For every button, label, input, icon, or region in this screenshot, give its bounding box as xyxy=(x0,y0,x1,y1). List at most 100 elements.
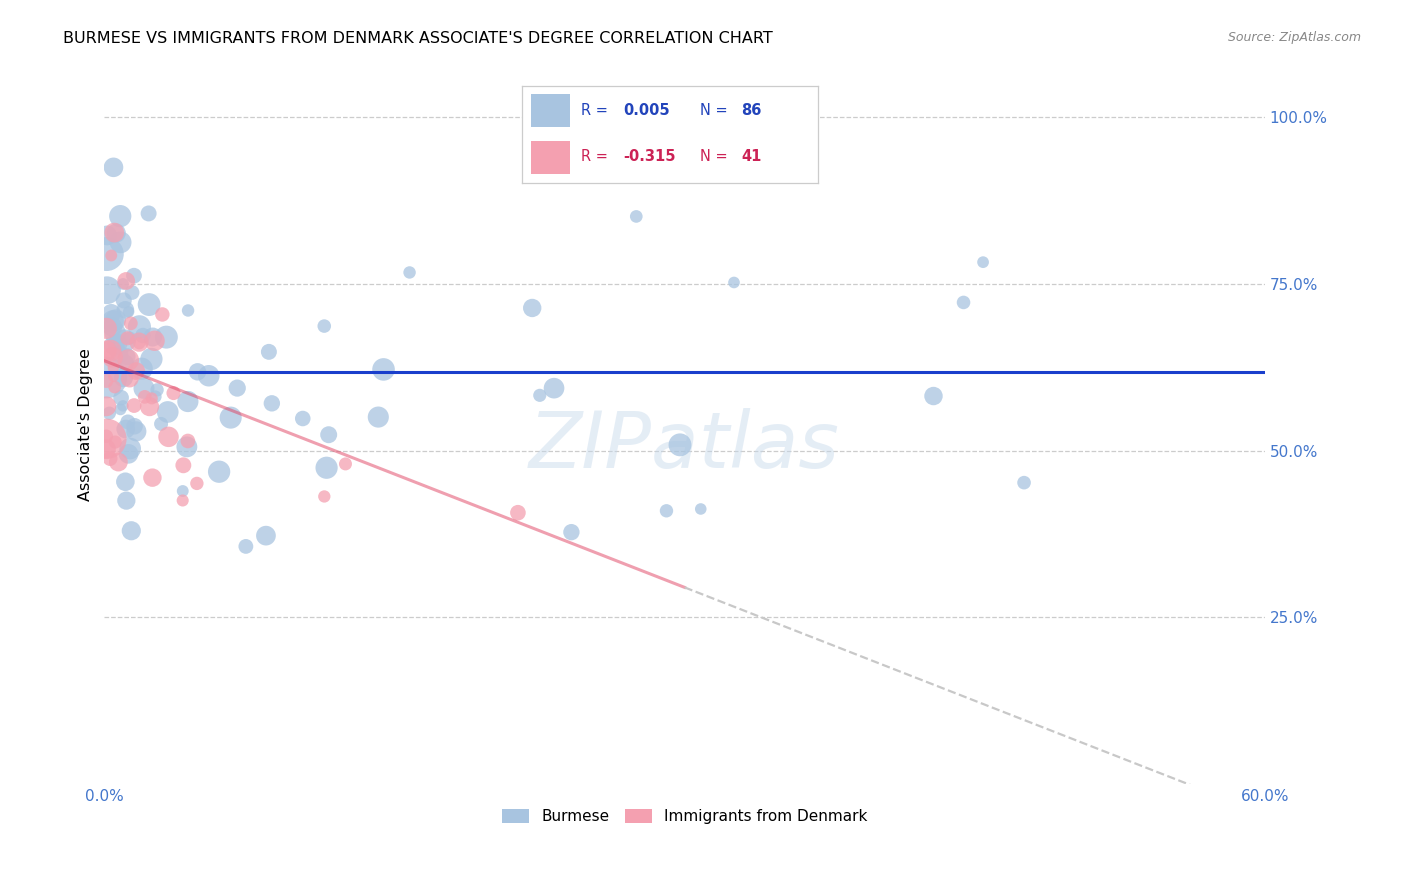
Point xyxy=(96,429,118,443)
Point xyxy=(172,493,194,508)
Point xyxy=(157,430,180,444)
Point xyxy=(314,490,336,504)
Point xyxy=(1012,475,1035,490)
Point xyxy=(122,399,145,413)
Point xyxy=(131,361,153,376)
Point xyxy=(100,248,122,262)
Y-axis label: Associate's Degree: Associate's Degree xyxy=(79,348,93,500)
Point xyxy=(219,410,242,425)
Point xyxy=(120,317,142,331)
Point xyxy=(529,388,551,402)
Point xyxy=(141,351,163,366)
Point xyxy=(96,442,118,456)
Point xyxy=(142,330,165,344)
Point xyxy=(125,425,148,439)
Point xyxy=(96,228,118,243)
Point xyxy=(177,394,200,409)
Point xyxy=(156,405,179,419)
Point xyxy=(115,274,138,288)
Point xyxy=(110,402,132,417)
Point xyxy=(101,320,124,334)
Point xyxy=(101,351,124,365)
Point xyxy=(112,277,135,291)
Point xyxy=(177,303,200,318)
Point xyxy=(96,374,118,388)
Point xyxy=(128,319,150,334)
Point xyxy=(96,247,118,261)
Point xyxy=(110,391,132,405)
Point xyxy=(104,435,127,450)
Point xyxy=(398,265,420,279)
Text: ZIPatlas: ZIPatlas xyxy=(529,408,839,483)
Point xyxy=(315,460,337,475)
Point xyxy=(922,389,945,403)
Point xyxy=(100,343,122,358)
Point xyxy=(104,380,127,394)
Point xyxy=(141,470,163,484)
Point xyxy=(177,434,200,448)
Text: BURMESE VS IMMIGRANTS FROM DENMARK ASSOCIATE'S DEGREE CORRELATION CHART: BURMESE VS IMMIGRANTS FROM DENMARK ASSOC… xyxy=(63,31,773,46)
Point xyxy=(150,417,173,431)
Text: Source: ZipAtlas.com: Source: ZipAtlas.com xyxy=(1227,31,1361,45)
Point xyxy=(226,381,249,395)
Point xyxy=(108,347,131,361)
Point xyxy=(117,353,139,368)
Point xyxy=(107,455,129,469)
Point xyxy=(543,381,565,395)
Point xyxy=(318,427,340,442)
Point xyxy=(114,422,136,436)
Point xyxy=(138,297,160,311)
Point xyxy=(197,368,219,383)
Point xyxy=(117,331,139,345)
Point xyxy=(124,419,146,434)
Point xyxy=(972,255,994,269)
Point xyxy=(335,457,357,471)
Point xyxy=(254,529,277,543)
Point xyxy=(96,432,118,446)
Point xyxy=(115,350,138,364)
Point xyxy=(235,540,257,554)
Point xyxy=(260,396,283,410)
Point xyxy=(626,210,648,224)
Point xyxy=(132,328,155,343)
Point xyxy=(723,276,745,290)
Point xyxy=(172,483,194,498)
Point xyxy=(117,415,139,429)
Point xyxy=(104,313,127,327)
Point xyxy=(689,502,711,516)
Point xyxy=(155,330,177,344)
Point xyxy=(96,343,118,358)
Point xyxy=(110,209,132,223)
Point xyxy=(146,383,169,397)
Point xyxy=(143,390,166,404)
Point xyxy=(101,314,124,328)
Point xyxy=(103,369,125,384)
Point xyxy=(669,438,692,452)
Point xyxy=(100,306,122,320)
Point xyxy=(98,406,121,420)
Point xyxy=(105,226,128,240)
Point xyxy=(132,381,155,395)
Point xyxy=(110,235,132,250)
Point xyxy=(125,364,148,378)
Point xyxy=(107,336,129,351)
Point xyxy=(128,335,150,350)
Point xyxy=(291,411,314,425)
Point xyxy=(187,365,209,379)
Point xyxy=(314,319,336,334)
Point xyxy=(112,293,135,308)
Point xyxy=(186,476,208,491)
Point xyxy=(115,493,138,508)
Point xyxy=(103,360,125,375)
Point xyxy=(655,504,678,518)
Point xyxy=(117,305,139,319)
Point xyxy=(114,475,136,489)
Point xyxy=(141,392,163,406)
Point xyxy=(120,331,142,345)
Point xyxy=(122,268,145,283)
Point xyxy=(172,458,194,473)
Point xyxy=(506,506,529,520)
Point xyxy=(143,334,166,348)
Point xyxy=(115,356,138,370)
Point xyxy=(103,226,125,240)
